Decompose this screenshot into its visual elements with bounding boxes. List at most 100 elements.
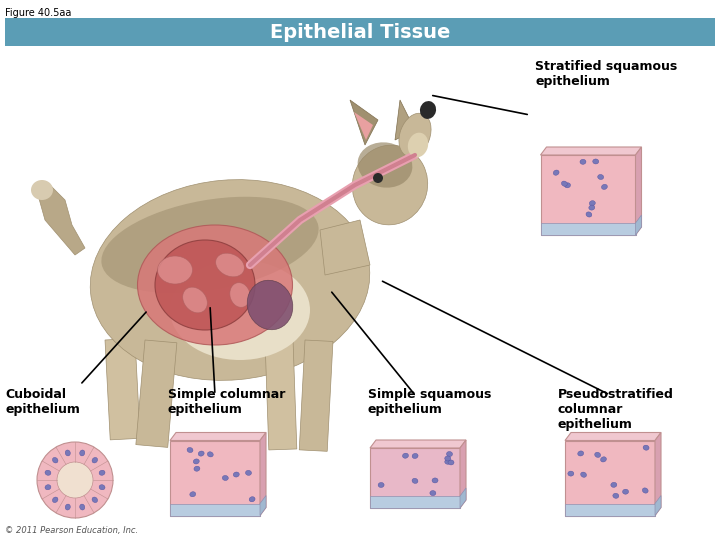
Polygon shape [636, 147, 642, 235]
Ellipse shape [600, 457, 606, 462]
Bar [565, 441, 655, 516]
Ellipse shape [247, 280, 293, 330]
Text: Cuboidal
epithelium: Cuboidal epithelium [5, 388, 80, 416]
Polygon shape [655, 433, 661, 516]
Ellipse shape [80, 450, 85, 456]
Ellipse shape [642, 488, 648, 493]
Bar [541, 223, 636, 235]
Ellipse shape [183, 287, 207, 313]
Bar [300, 340, 333, 451]
Ellipse shape [399, 113, 431, 157]
Ellipse shape [90, 180, 370, 380]
Circle shape [57, 462, 93, 498]
Ellipse shape [590, 201, 595, 206]
Ellipse shape [194, 466, 200, 471]
Text: Simple columnar
epithelium: Simple columnar epithelium [168, 388, 285, 416]
Ellipse shape [580, 472, 587, 477]
Ellipse shape [170, 260, 310, 360]
Ellipse shape [187, 448, 193, 453]
Bar [105, 339, 140, 440]
Ellipse shape [445, 459, 451, 464]
Ellipse shape [80, 504, 85, 510]
Text: Epithelial Tissue: Epithelial Tissue [270, 23, 450, 42]
Polygon shape [350, 100, 378, 145]
Bar [565, 503, 655, 516]
Ellipse shape [92, 497, 98, 503]
Ellipse shape [446, 451, 452, 456]
Ellipse shape [445, 456, 451, 461]
Ellipse shape [568, 471, 574, 476]
Bar [370, 496, 460, 508]
Ellipse shape [99, 470, 105, 475]
Polygon shape [541, 147, 642, 155]
Ellipse shape [564, 183, 570, 188]
Polygon shape [636, 215, 642, 235]
Polygon shape [565, 433, 661, 441]
Ellipse shape [598, 174, 603, 179]
Ellipse shape [611, 482, 617, 487]
Polygon shape [38, 185, 85, 255]
Circle shape [37, 442, 113, 518]
Ellipse shape [402, 453, 408, 458]
Bar [136, 340, 177, 447]
Ellipse shape [53, 497, 58, 503]
Ellipse shape [233, 472, 239, 477]
Ellipse shape [155, 240, 255, 330]
Ellipse shape [31, 180, 53, 200]
Ellipse shape [643, 445, 649, 450]
Ellipse shape [408, 133, 428, 157]
Ellipse shape [92, 457, 98, 463]
Circle shape [373, 173, 383, 183]
Text: Simple squamous
epithelium: Simple squamous epithelium [368, 388, 491, 416]
Polygon shape [370, 440, 466, 448]
Ellipse shape [577, 451, 584, 456]
Ellipse shape [613, 493, 618, 498]
Ellipse shape [193, 459, 199, 464]
Ellipse shape [45, 470, 51, 475]
Polygon shape [460, 440, 466, 508]
Polygon shape [460, 488, 466, 508]
Polygon shape [260, 433, 266, 516]
Ellipse shape [230, 282, 250, 307]
Ellipse shape [623, 489, 629, 494]
Ellipse shape [412, 478, 418, 483]
Ellipse shape [358, 143, 413, 188]
Ellipse shape [198, 451, 204, 456]
Ellipse shape [99, 485, 105, 490]
Ellipse shape [420, 101, 436, 119]
Ellipse shape [53, 457, 58, 463]
Ellipse shape [593, 159, 599, 164]
Ellipse shape [222, 475, 228, 481]
Ellipse shape [432, 478, 438, 483]
Ellipse shape [378, 482, 384, 488]
Polygon shape [170, 433, 266, 441]
Ellipse shape [45, 485, 51, 490]
Ellipse shape [246, 470, 251, 475]
Bar [541, 155, 636, 235]
Ellipse shape [102, 197, 319, 293]
Text: Pseudostratified
columnar
epithelium: Pseudostratified columnar epithelium [558, 388, 674, 431]
Polygon shape [260, 496, 266, 516]
Ellipse shape [562, 181, 567, 186]
Text: Figure 40.5aa: Figure 40.5aa [5, 8, 71, 18]
Text: © 2011 Pearson Education, Inc.: © 2011 Pearson Education, Inc. [5, 526, 138, 535]
Ellipse shape [66, 504, 71, 510]
Polygon shape [320, 220, 370, 275]
Ellipse shape [249, 497, 255, 502]
Polygon shape [655, 496, 661, 516]
Bar [170, 441, 260, 516]
Ellipse shape [589, 205, 595, 210]
Ellipse shape [430, 491, 436, 496]
Ellipse shape [190, 492, 196, 497]
Ellipse shape [448, 460, 454, 465]
Polygon shape [395, 100, 415, 140]
Ellipse shape [595, 453, 600, 457]
Ellipse shape [601, 184, 608, 190]
Ellipse shape [138, 225, 292, 345]
Ellipse shape [553, 170, 559, 176]
Ellipse shape [352, 145, 428, 225]
Ellipse shape [586, 212, 592, 217]
Bar [5, 18, 715, 46]
Ellipse shape [215, 253, 244, 277]
Bar [170, 503, 260, 516]
